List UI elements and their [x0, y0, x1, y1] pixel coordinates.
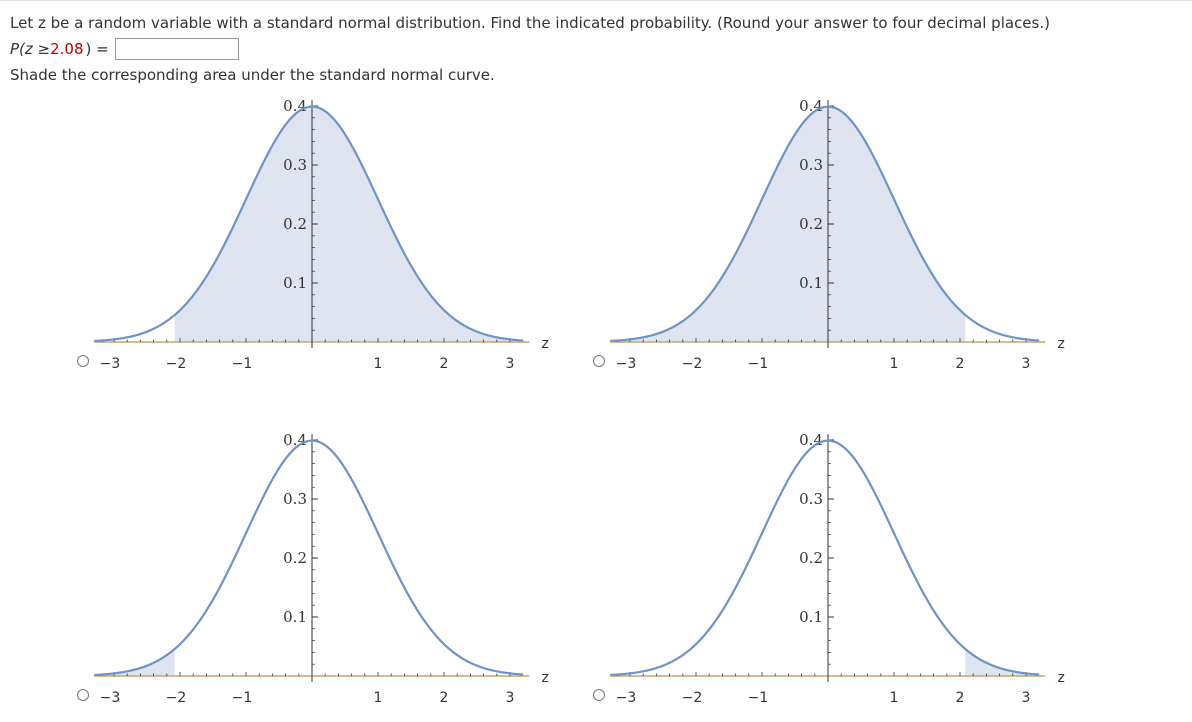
x-axis-label: z	[542, 670, 549, 686]
x-tick-label: −3	[100, 356, 121, 372]
density-curve	[610, 439, 1040, 677]
probability-value: 2.08	[50, 40, 84, 58]
x-tick-label: 2	[440, 356, 449, 372]
y-tick-label: 0.2	[283, 549, 307, 567]
probability-suffix: ) =	[85, 40, 109, 58]
shaded-area	[94, 648, 175, 676]
normal-curve-option-3: 0.1 0.2 0.3 0.4 −3 −2 −1 1 2 3 z	[80, 428, 550, 708]
x-tick-label: −2	[166, 690, 187, 706]
density-curve	[610, 105, 1040, 343]
question-line: Let z be a random variable with a standa…	[10, 14, 1050, 32]
x-tick-label: 1	[374, 356, 383, 372]
density-curve	[94, 105, 524, 343]
radio-option-4[interactable]	[593, 689, 605, 701]
x-tick-label: −2	[166, 356, 187, 372]
top-divider	[0, 0, 1192, 1]
x-tick-label: −1	[748, 356, 769, 372]
probability-line: P(z ≥ 2.08) =	[10, 38, 239, 60]
x-tick-label: 2	[956, 356, 965, 372]
x-axis-label: z	[1058, 336, 1065, 352]
y-tick-label: 0.3	[283, 156, 307, 174]
x-tick-label: −2	[682, 690, 703, 706]
shaded-area	[610, 106, 966, 343]
y-tick-label: 0.2	[283, 215, 307, 233]
question-text: Let z be a random variable with a standa…	[10, 14, 1050, 32]
normal-curve-plot: 0.1 0.2 0.3 0.4 −3 −2 −1 1 2 3 z	[94, 431, 549, 706]
y-tick-label: 0.4	[799, 431, 823, 449]
x-tick-label: 3	[1022, 356, 1031, 372]
x-tick-label: 1	[890, 690, 899, 706]
x-tick-label: −3	[100, 690, 121, 706]
x-tick-label: 3	[506, 690, 515, 706]
x-tick-label: 1	[374, 690, 383, 706]
x-axis-label: z	[1058, 670, 1065, 686]
x-tick-label: 2	[440, 690, 449, 706]
y-tick-label: 0.1	[799, 274, 823, 292]
x-tick-label: 1	[890, 356, 899, 372]
radio-option-3[interactable]	[77, 689, 89, 701]
answer-input[interactable]	[114, 38, 239, 60]
x-tick-label: −1	[232, 690, 253, 706]
x-tick-label: 3	[1022, 690, 1031, 706]
y-tick-label: 0.4	[283, 97, 307, 115]
normal-curve-option-2: 0.1 0.2 0.3 0.4 −3 −2 −1 1 2 3 z	[596, 94, 1066, 374]
normal-curve-plot: 0.1 0.2 0.3 0.4 −3 −2 −1 1 2 3 z	[610, 97, 1065, 372]
y-tick-label: 0.1	[283, 274, 307, 292]
x-tick-label: −2	[682, 356, 703, 372]
y-tick-label: 0.4	[799, 97, 823, 115]
shaded-area	[965, 648, 1040, 676]
y-tick-label: 0.3	[799, 156, 823, 174]
shaded-area	[174, 106, 524, 343]
normal-curve-plot: 0.1 0.2 0.3 0.4 −3 −2 −1 1 2 3 z	[94, 97, 549, 372]
x-tick-label: 2	[956, 690, 965, 706]
x-tick-label: −1	[748, 690, 769, 706]
normal-curve-option-4: 0.1 0.2 0.3 0.4 −3 −2 −1 1 2 3 z	[596, 428, 1066, 708]
x-tick-label: −1	[232, 356, 253, 372]
normal-curve-plot: 0.1 0.2 0.3 0.4 −3 −2 −1 1 2 3 z	[610, 431, 1065, 706]
probability-prefix: P(z ≥	[10, 40, 51, 58]
radio-option-1[interactable]	[77, 355, 89, 367]
y-tick-label: 0.2	[799, 549, 823, 567]
y-tick-label: 0.1	[799, 608, 823, 626]
y-tick-label: 0.1	[283, 608, 307, 626]
y-tick-label: 0.4	[283, 431, 307, 449]
density-curve	[94, 439, 524, 677]
radio-option-2[interactable]	[593, 355, 605, 367]
x-axis-label: z	[542, 336, 549, 352]
normal-curve-option-1: 0.1 0.2 0.3 0.4 −3 −2 −1 1 2 3 z	[80, 94, 550, 374]
x-tick-label: −3	[616, 356, 637, 372]
y-tick-label: 0.3	[283, 490, 307, 508]
x-tick-label: −3	[616, 690, 637, 706]
y-tick-label: 0.3	[799, 490, 823, 508]
shade-instruction: Shade the corresponding area under the s…	[10, 66, 495, 84]
y-tick-label: 0.2	[799, 215, 823, 233]
x-tick-label: 3	[506, 356, 515, 372]
